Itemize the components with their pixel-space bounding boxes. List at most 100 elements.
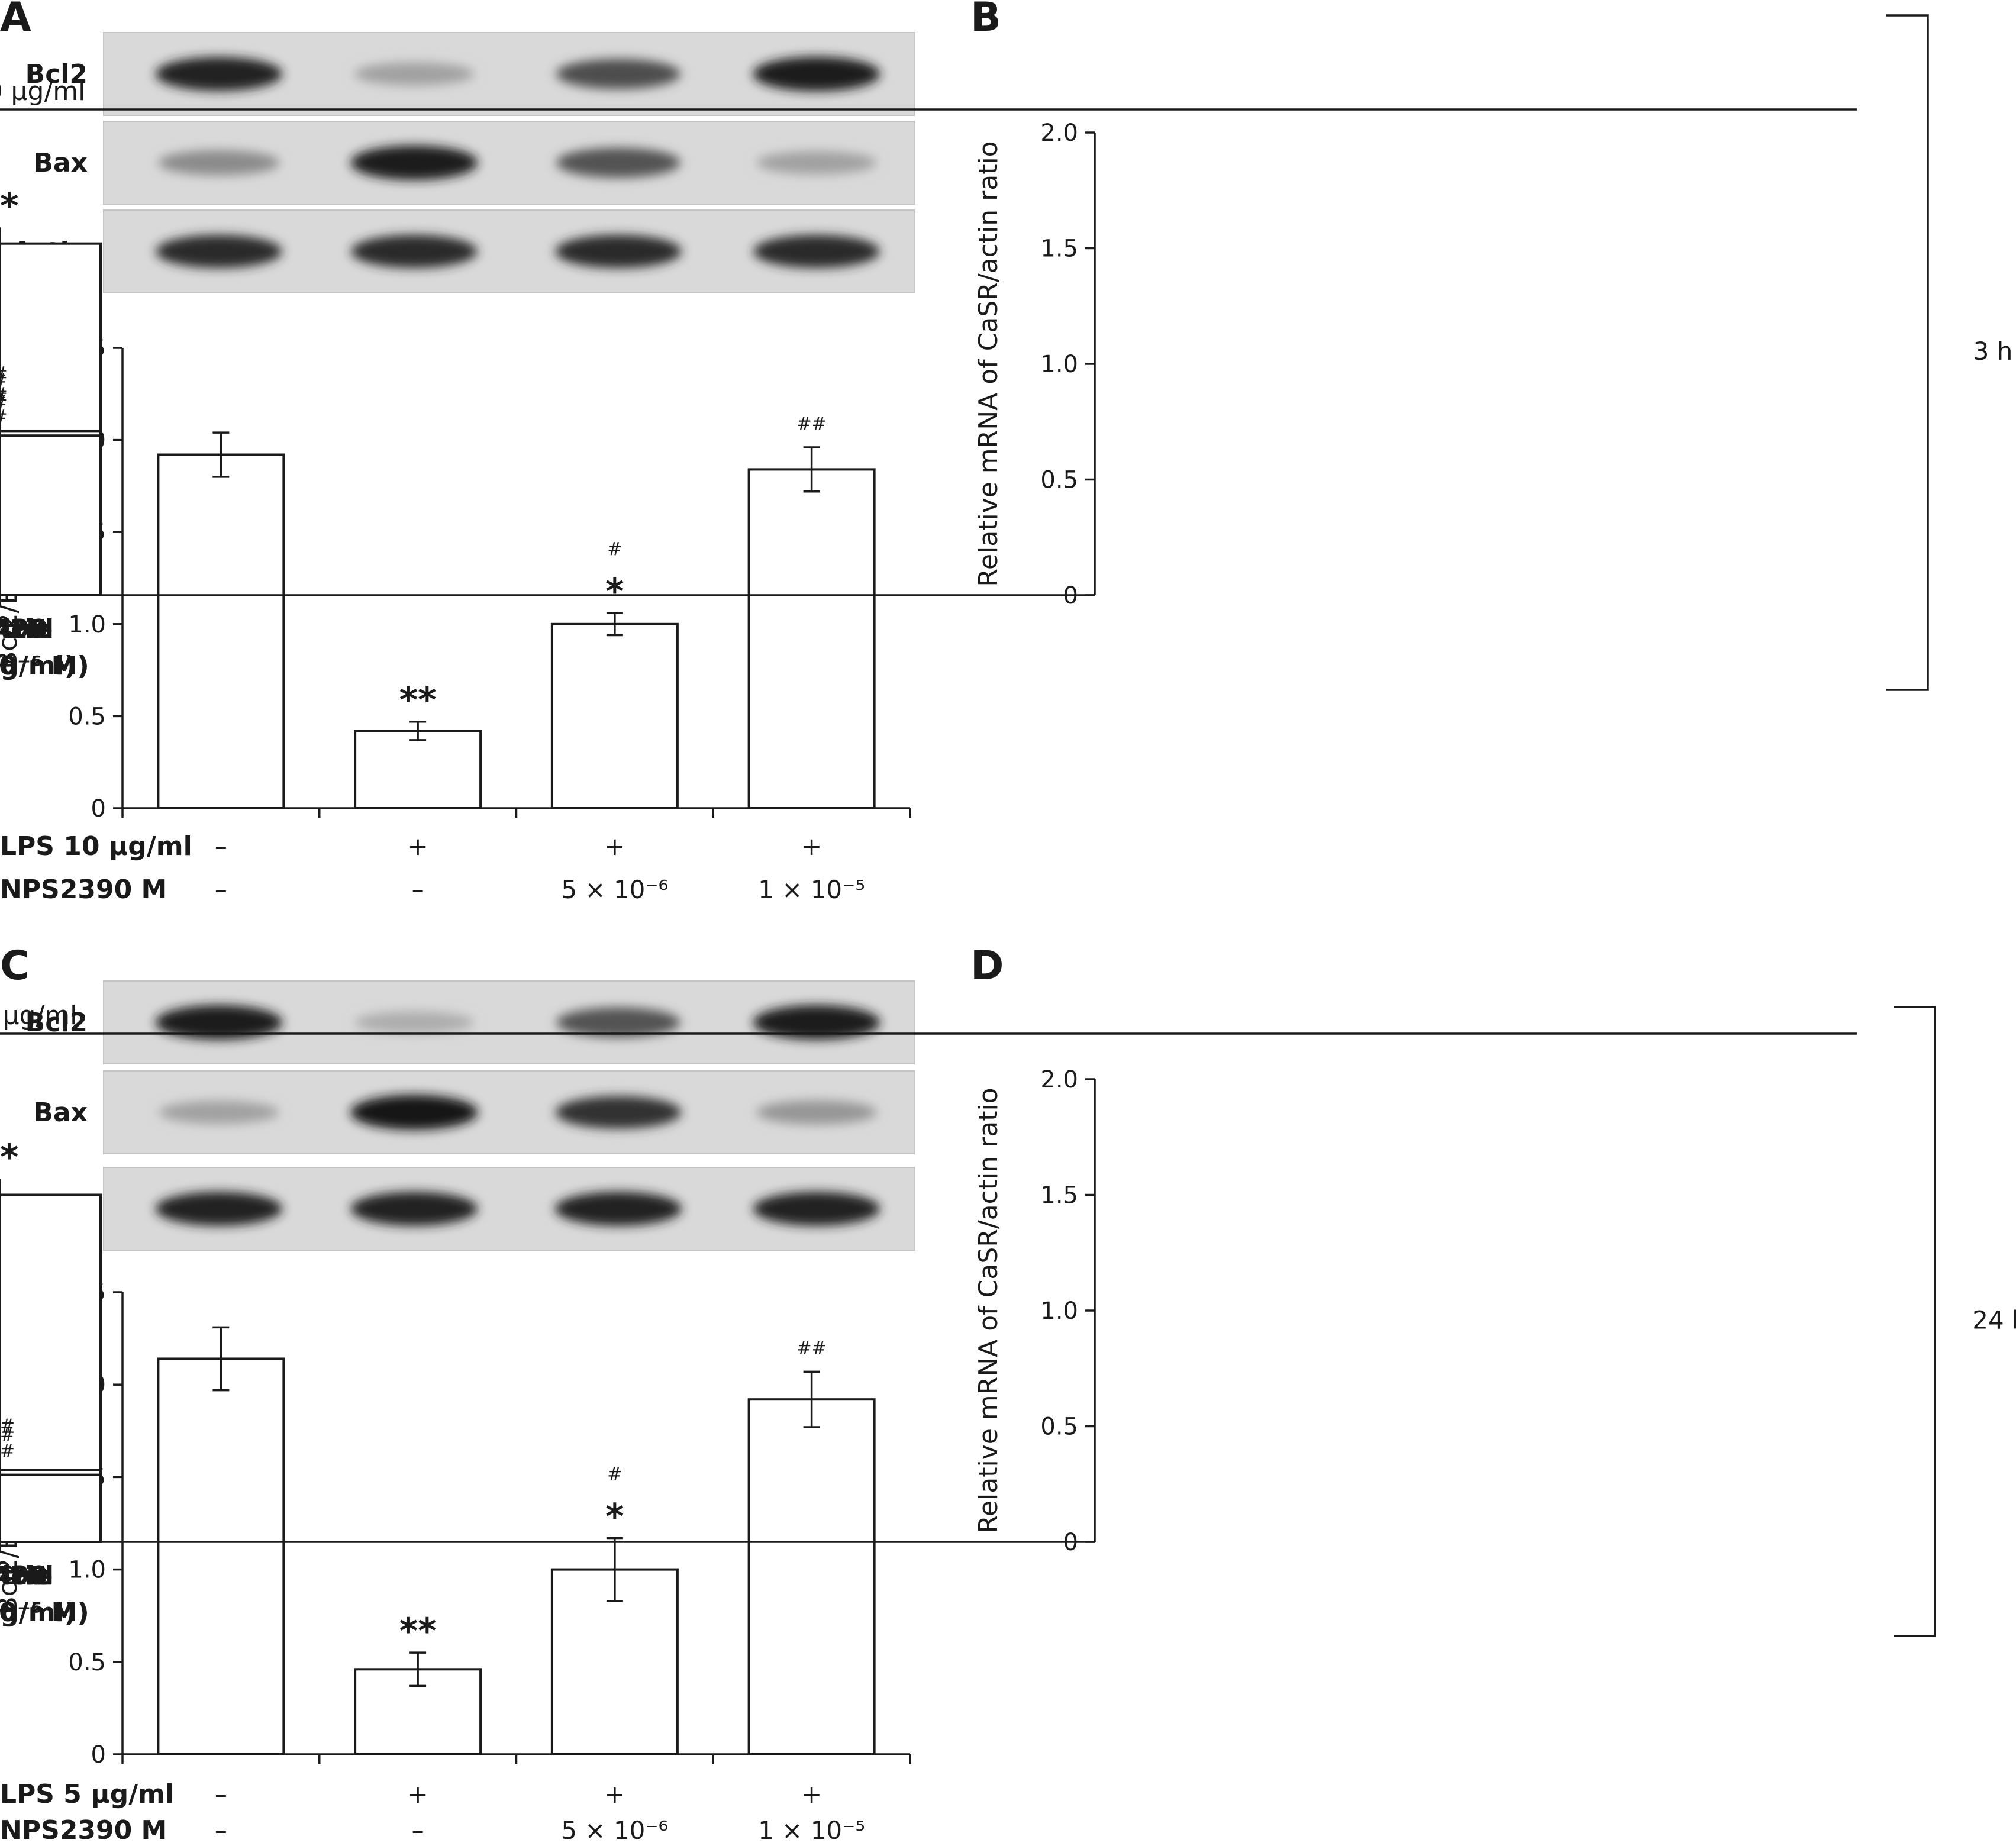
condition-value: – [215, 875, 227, 904]
category-label: Stattic [0, 1561, 49, 1591]
bcl2-bax-bar [747, 468, 876, 809]
significance-star: ** [0, 185, 18, 227]
condition-value: 1 × 10⁻⁵ [758, 875, 865, 904]
significance-star: ** [0, 1137, 18, 1178]
lps-label: LPS 10 μg/ml [0, 76, 85, 106]
blot-band-bax [350, 1095, 478, 1130]
blot-band-bax [556, 147, 680, 178]
category-label: GIT-27 [0, 614, 46, 644]
blot-band-bcl2 [155, 1005, 283, 1040]
significance-hash: # [0, 384, 8, 405]
y-tick-label: 1.0 [68, 1557, 106, 1584]
significance-hash: # [607, 539, 622, 560]
blot-band-actin [350, 1192, 478, 1226]
y-tick-label: 0.5 [68, 1649, 106, 1676]
blot-label: Bax [33, 1098, 88, 1128]
blot-band-bax [158, 150, 280, 176]
blot-band-bax [159, 1100, 279, 1124]
significance-hash: ## [0, 1441, 15, 1462]
blot-band-bcl2 [354, 1011, 474, 1034]
category-label: (5 × 10⁻⁶ M) [0, 1598, 89, 1628]
category-label: Control [0, 1561, 54, 1591]
time-label: 3 h [1973, 337, 2013, 366]
blot-band-actin [753, 234, 880, 269]
significance-hash: ## [0, 1425, 15, 1445]
panel-a: ABcl2BaxActin00.51.01.52.02.5Bcl2/Bax ra… [0, 0, 915, 905]
category-label: (10 μg/ml) [0, 651, 76, 681]
significance-hash: # [0, 406, 8, 427]
y-axis-label: Relative mRNA of CaSR/actin ratio [973, 141, 1004, 586]
lps-label: LPS 5 μg/ml [0, 1001, 77, 1031]
blot-band-bcl2 [354, 62, 475, 86]
condition-label: LPS 10 μg/ml [0, 831, 192, 861]
category-label: (2 × 10⁻⁵ M) [0, 651, 89, 681]
y-tick-label: 1.0 [1040, 351, 1078, 378]
category-label: Vehicle [0, 1561, 53, 1591]
casr-mrna-bar [0, 1473, 102, 1544]
condition-label: NPS2390 M [0, 874, 167, 905]
blot-band-actin [555, 234, 682, 269]
blot-band-actin [156, 234, 282, 269]
significance-hash: ## [796, 1338, 826, 1358]
y-tick-label: 1.5 [1040, 235, 1078, 263]
y-tick-label: 0 [91, 795, 106, 822]
condition-label: LPS 5 μg/ml [0, 1779, 174, 1809]
condition-value: + [801, 832, 822, 861]
time-label: 24 h [1972, 1306, 2016, 1335]
category-label: (10 μg/ml) [0, 1598, 76, 1628]
category-label: Stattic [0, 614, 49, 644]
condition-value: + [604, 832, 625, 861]
condition-value: 5 × 10⁻⁶ [561, 875, 668, 904]
blot-band-bcl2 [556, 1007, 680, 1038]
blot-band-bax [555, 1096, 682, 1129]
category-label: (5 × 10⁻⁶ M) [0, 651, 89, 681]
significance-hash: # [607, 1464, 622, 1484]
blot-band-bcl2 [753, 56, 880, 92]
panel-c: CBcl2BaxActin00.51.01.52.02.5Bcl2/Bax ra… [0, 943, 915, 1845]
blot-band-bcl2 [155, 57, 283, 91]
significance-star: ** [399, 680, 437, 721]
significance-star: * [605, 571, 624, 612]
bcl2-bax-bar [747, 1398, 876, 1755]
y-axis-label: Relative mRNA of CaSR/actin ratio [973, 1087, 1004, 1533]
y-tick-label: 1.5 [1040, 1182, 1078, 1209]
y-tick-label: 1.0 [68, 611, 106, 638]
condition-value: – [215, 832, 227, 861]
blot-band-actin [554, 1192, 682, 1226]
condition-value: + [408, 1780, 428, 1809]
blot-label: Bcl2 [25, 59, 88, 89]
condition-value: – [215, 1780, 227, 1809]
panel-letter: D [970, 943, 1004, 989]
condition-value: + [801, 1780, 822, 1809]
significance-hash: ## [796, 414, 826, 434]
condition-value: + [604, 1780, 625, 1809]
bcl2-bax-bar [157, 1357, 285, 1756]
category-label: Vehicle [0, 614, 53, 644]
panel-letter: A [0, 0, 31, 41]
category-label: Control [0, 614, 54, 644]
blot-band-bax [350, 145, 478, 180]
condition-value: 5 × 10⁻⁶ [561, 1816, 668, 1845]
category-label: (2 × 10⁻⁵ M) [0, 1598, 89, 1628]
blot-band-bax [756, 1100, 877, 1125]
y-tick-label: 1.0 [1040, 1298, 1078, 1325]
blot-band-actin [753, 1192, 880, 1226]
panel-letter: C [0, 943, 30, 989]
significance-hash: # [0, 370, 8, 391]
y-tick-label: 0.5 [1040, 467, 1078, 494]
y-tick-label: 0 [91, 1741, 106, 1768]
condition-value: – [412, 875, 424, 904]
time-bracket [1886, 14, 1929, 691]
condition-value: + [408, 832, 428, 861]
condition-label: NPS2390 M [0, 1815, 167, 1845]
condition-value: – [215, 1816, 227, 1845]
time-bracket [1894, 1006, 1936, 1637]
panel-letter: B [970, 0, 1001, 41]
blot-band-actin [351, 234, 478, 269]
y-tick-label: 0.5 [68, 703, 106, 730]
blot-band-bax [756, 151, 877, 175]
significance-hash: ## [0, 1416, 15, 1437]
y-tick-label: 2.0 [1040, 1066, 1078, 1093]
